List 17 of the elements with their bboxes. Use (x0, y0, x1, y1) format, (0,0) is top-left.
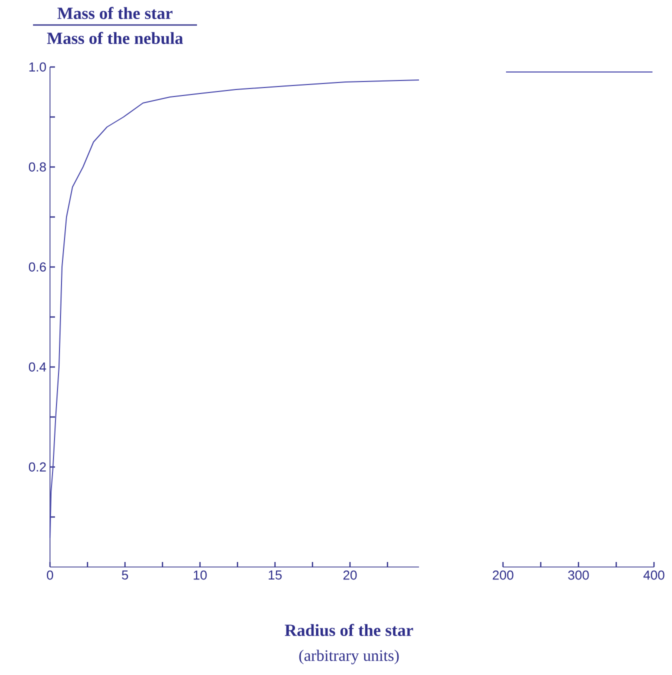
x-tick-label: 15 (268, 570, 282, 580)
text: (arbitrary units) (299, 650, 399, 664)
x-axis-title: Radius of the star (284, 624, 414, 636)
x-tick-label: 300 (568, 570, 589, 580)
x-tick-label: 0 (46, 570, 54, 580)
y-tick-label: 0.6 (28, 262, 46, 272)
chart-title: Mass of the star (57, 6, 172, 20)
y-tick-label: 0.8 (28, 162, 46, 172)
x-tick-label: 200 (492, 570, 514, 580)
x-tick-label: 5 (122, 570, 128, 580)
y-tick-label: 0.4 (28, 362, 46, 372)
y-tick-label: 1.0 (29, 62, 46, 72)
y-tick-label: 0.2 (28, 462, 46, 472)
x-tick-label: 10 (194, 570, 207, 580)
x-tick-label: 400 (643, 570, 664, 580)
chart-subtitle: Mass of the nebula (47, 32, 183, 44)
x-tick-label: 20 (343, 570, 357, 580)
